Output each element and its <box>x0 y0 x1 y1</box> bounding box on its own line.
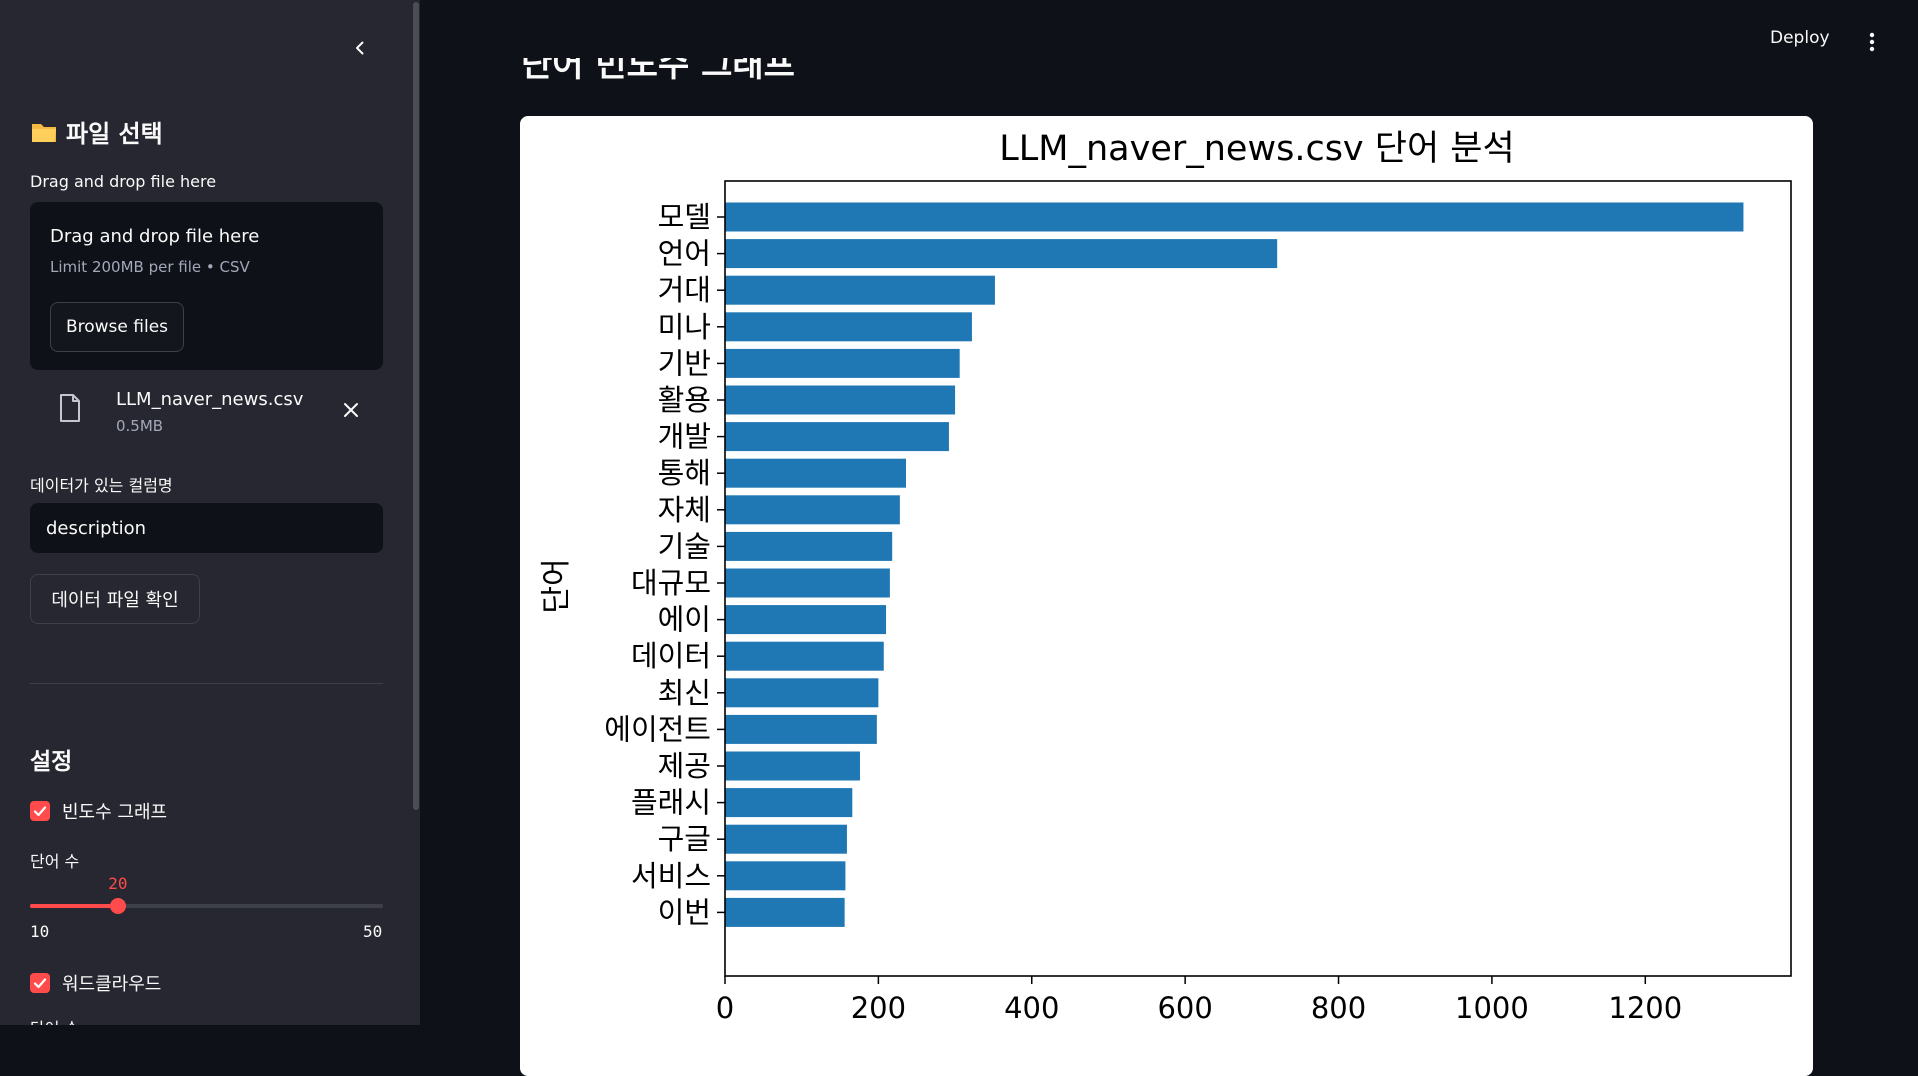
column-label: 데이터가 있는 컬럼명 <box>30 476 173 495</box>
wordcloud-label: 워드클라우드 <box>62 974 162 995</box>
folder-icon <box>32 123 56 142</box>
x-tick-label: 0 <box>716 991 734 1025</box>
chart-ylabel: 단어 <box>539 558 574 613</box>
y-tick-label: 데이터 <box>631 639 711 673</box>
browse-files-button[interactable]: Browse files <box>50 302 184 352</box>
chevron-left-icon <box>356 41 364 55</box>
slider-thumb[interactable] <box>110 898 127 914</box>
y-tick-label: 개발 <box>658 420 711 454</box>
slider-min: 10 <box>30 922 50 941</box>
partial-label: 단어 수 <box>30 1015 79 1025</box>
y-tick-label: 모델 <box>658 200 711 234</box>
bar-데이터 <box>725 641 884 671</box>
bar-대규모 <box>725 568 890 598</box>
sidebar-title-text: 파일 선택 <box>66 120 163 148</box>
dropzone-title: Drag and drop file here <box>50 226 260 247</box>
word-count-slider[interactable] <box>30 898 383 914</box>
x-tick-label: 600 <box>1157 991 1212 1025</box>
sidebar: 파일 선택 Drag and drop file here Drag and d… <box>0 0 420 1025</box>
chart-title: LLM_naver_news.csv 단어 분석 <box>999 129 1514 169</box>
bar-개발 <box>725 422 949 452</box>
y-tick-label: 플래시 <box>631 786 711 820</box>
sidebar-divider <box>30 683 383 684</box>
file-dropzone[interactable]: Drag and drop file here Limit 200MB per … <box>30 202 383 370</box>
file-name: LLM_naver_news.csv <box>116 389 304 410</box>
bar-기술 <box>725 531 893 561</box>
y-tick-label: 언어 <box>658 237 711 271</box>
uploader-label: Drag and drop file here <box>30 172 217 191</box>
freq-graph-checkbox[interactable]: 빈도수 그래프 <box>30 798 167 824</box>
slider-fill <box>30 904 119 908</box>
checkbox-checked[interactable] <box>30 973 50 993</box>
check-icon <box>33 978 47 989</box>
checkbox-checked[interactable] <box>30 801 50 821</box>
axes-frame <box>724 180 1792 977</box>
bar-서비스 <box>725 861 846 891</box>
y-tick-label: 통해 <box>658 456 711 490</box>
y-tick-label: 대규모 <box>631 566 711 600</box>
chart-card: LLM_naver_news.csv 단어 분석 단어 모델 언어 거대 미나 기반 활용… <box>520 116 1813 1076</box>
y-ticks-group: 모델언어거대미나기반활용개발통해자체기술대규모에이데이터최신에이전트제공플래시구… <box>604 200 725 929</box>
x-tick-label: 800 <box>1311 991 1366 1025</box>
y-tick-label: 제공 <box>658 749 711 783</box>
remove-file-button[interactable] <box>336 395 366 425</box>
more-vertical-icon <box>1869 32 1875 52</box>
x-tick-label: 1000 <box>1455 991 1529 1025</box>
y-tick-label: 구글 <box>658 822 711 856</box>
y-tick-label: 활용 <box>658 383 711 417</box>
bar-모델 <box>725 202 1744 232</box>
file-size: 0.5MB <box>116 417 164 435</box>
bar-미나 <box>725 312 972 342</box>
y-tick-label: 이번 <box>658 895 711 929</box>
y-tick-label: 서비스 <box>631 859 711 893</box>
slider-value: 20 <box>108 874 128 893</box>
header-bar <box>500 0 1800 58</box>
bar-최신 <box>725 678 879 708</box>
y-tick-label: 에이 <box>658 603 711 637</box>
bar-제공 <box>725 751 860 781</box>
bar-거대 <box>725 275 995 305</box>
bars-group <box>725 202 1744 927</box>
deploy-button[interactable]: Deploy <box>1770 28 1830 48</box>
bar-기반 <box>725 348 960 378</box>
bar-에이전트 <box>725 714 877 744</box>
collapse-sidebar-button[interactable] <box>342 30 378 66</box>
bar-통해 <box>725 458 906 488</box>
y-tick-label: 기반 <box>658 346 711 380</box>
bar-활용 <box>725 385 956 415</box>
bar-에이 <box>725 605 887 635</box>
main-menu-button[interactable] <box>1862 28 1882 56</box>
x-tick-label: 1200 <box>1608 991 1682 1025</box>
y-tick-label: 미나 <box>658 310 711 344</box>
bar-자체 <box>725 495 900 525</box>
word-count-label: 단어 수 <box>30 852 80 871</box>
bar-이번 <box>725 897 845 927</box>
sidebar-scrollbar-thumb[interactable] <box>413 2 419 810</box>
freq-graph-label: 빈도수 그래프 <box>62 802 168 823</box>
dropzone-limit: Limit 200MB per file • CSV <box>50 258 250 276</box>
y-tick-label: 에이전트 <box>604 712 711 746</box>
slider-max: 50 <box>363 922 383 941</box>
x-tick-label: 200 <box>851 991 906 1025</box>
uploaded-file: LLM_naver_news.csv 0.5MB <box>30 385 383 445</box>
y-tick-label: 거대 <box>658 273 711 307</box>
check-data-file-button[interactable]: 데이터 파일 확인 <box>30 574 200 624</box>
y-tick-label: 기술 <box>658 529 711 563</box>
sidebar-title: 파일 선택 <box>30 114 163 149</box>
column-name-input[interactable] <box>30 503 383 553</box>
file-icon <box>60 394 80 422</box>
close-icon <box>344 403 358 417</box>
x-tick-label: 400 <box>1004 991 1059 1025</box>
wordcloud-checkbox[interactable]: 워드클라우드 <box>30 970 161 996</box>
y-tick-label: 자체 <box>658 493 711 527</box>
bar-구글 <box>725 824 847 854</box>
settings-title: 설정 <box>30 749 73 775</box>
bar-언어 <box>725 239 1278 269</box>
bar-chart: LLM_naver_news.csv 단어 분석 단어 모델언어거대미나기반활용… <box>539 129 1792 1025</box>
bar-플래시 <box>725 788 853 818</box>
x-ticks-group: 0 200 400 600 800 1000 1200 <box>716 976 1682 1025</box>
check-icon <box>33 806 47 817</box>
y-tick-label: 최신 <box>658 676 711 710</box>
